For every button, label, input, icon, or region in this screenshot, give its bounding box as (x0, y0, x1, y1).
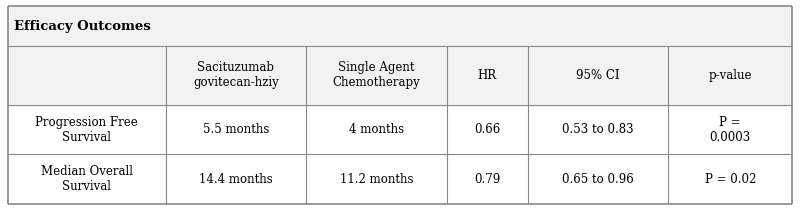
Text: Sacituzumab
govitecan-hziy: Sacituzumab govitecan-hziy (193, 61, 279, 89)
Bar (8, 105, 792, 154)
Text: Median Overall
Survival: Median Overall Survival (41, 165, 133, 193)
Text: 0.65 to 0.96: 0.65 to 0.96 (562, 173, 634, 185)
Text: 0.66: 0.66 (474, 123, 501, 136)
Text: Efficacy Outcomes: Efficacy Outcomes (14, 20, 151, 33)
Text: P =
0.0003: P = 0.0003 (710, 116, 751, 144)
Text: 0.53 to 0.83: 0.53 to 0.83 (562, 123, 634, 136)
Text: P = 0.02: P = 0.02 (705, 173, 756, 185)
Text: 11.2 months: 11.2 months (340, 173, 414, 185)
Text: 95% CI: 95% CI (576, 69, 620, 82)
Text: p-value: p-value (709, 69, 752, 82)
Text: 5.5 months: 5.5 months (202, 123, 269, 136)
Bar (8, 154, 792, 204)
Text: 14.4 months: 14.4 months (199, 173, 273, 185)
Text: Single Agent
Chemotherapy: Single Agent Chemotherapy (333, 61, 421, 89)
Bar (8, 46, 792, 105)
Bar (8, 6, 792, 46)
Text: 0.79: 0.79 (474, 173, 501, 185)
Text: HR: HR (478, 69, 497, 82)
Text: Progression Free
Survival: Progression Free Survival (35, 116, 138, 144)
Text: 4 months: 4 months (349, 123, 404, 136)
